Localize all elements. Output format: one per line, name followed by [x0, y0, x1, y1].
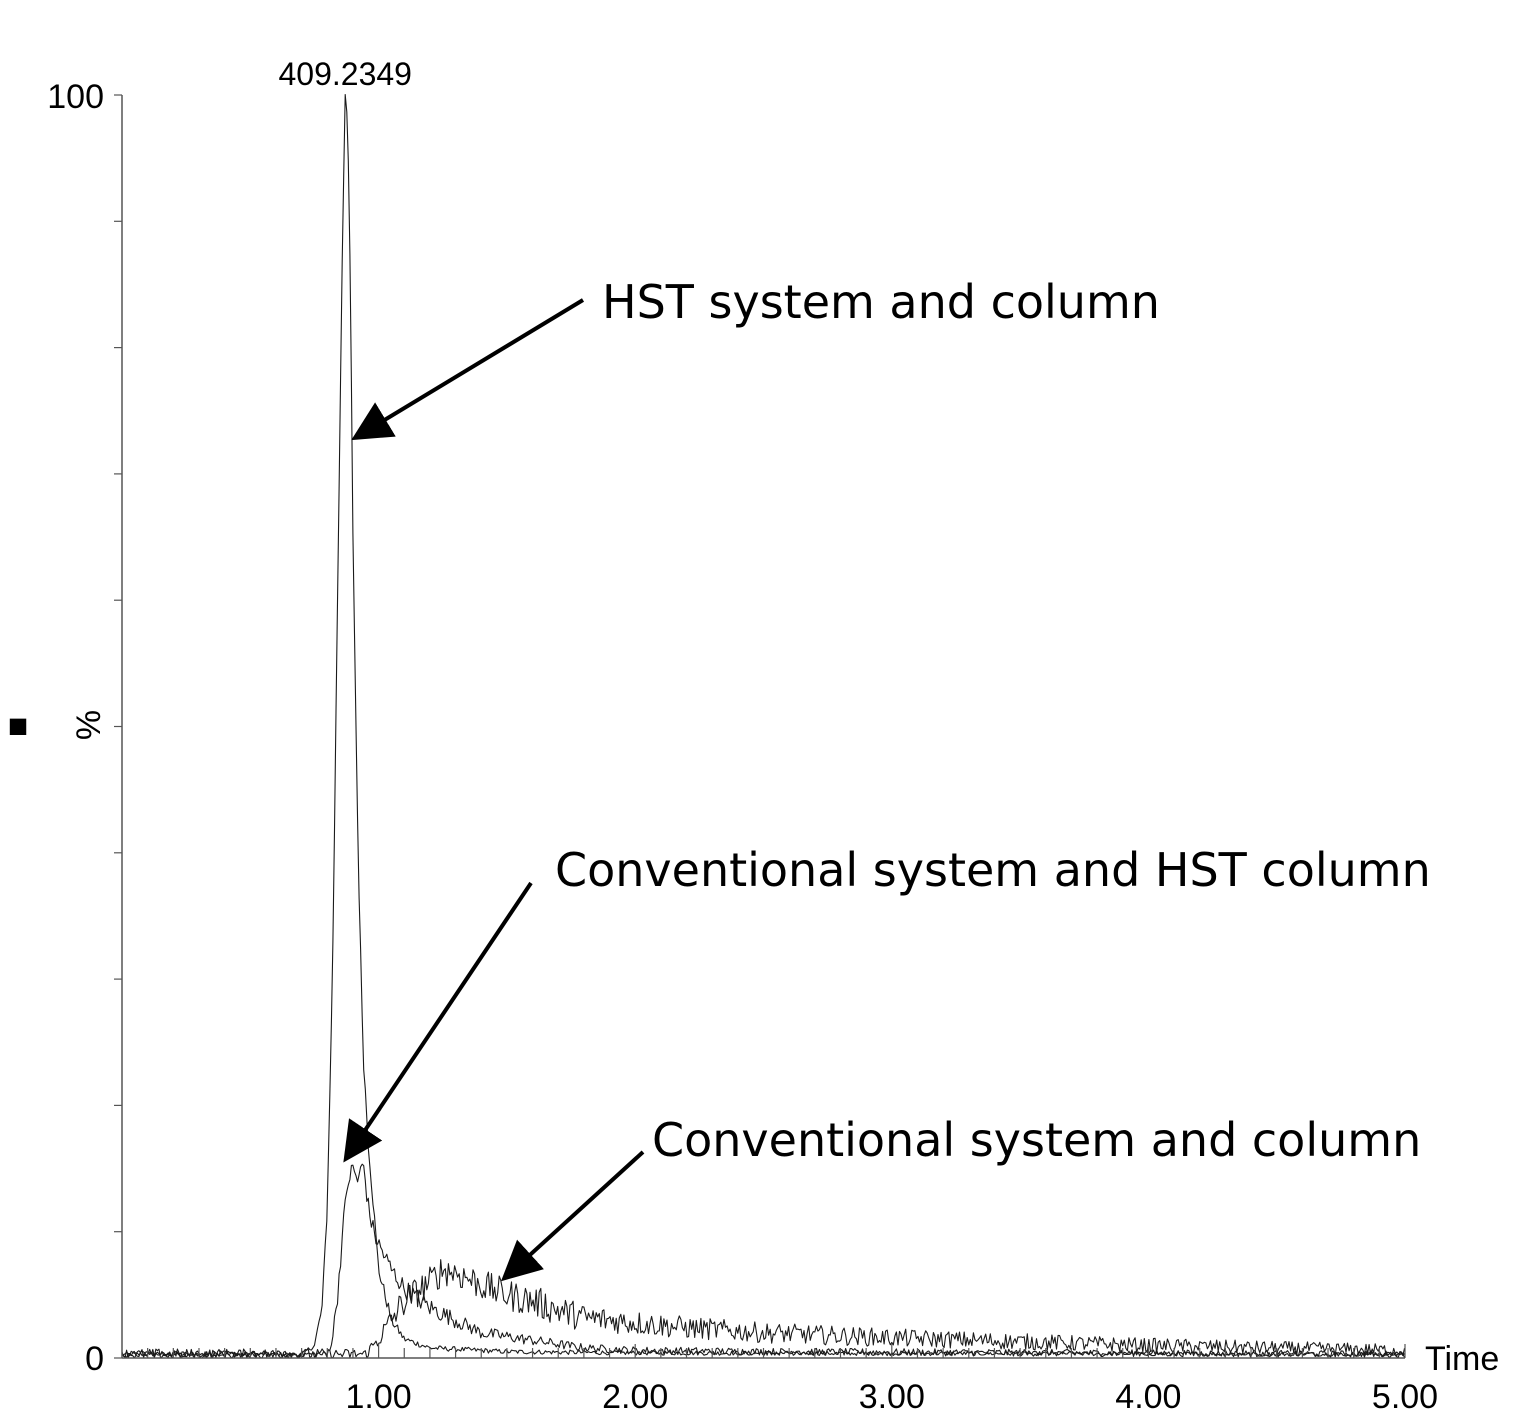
annotation-arrow-3: [500, 1150, 645, 1282]
y-axis-label: %: [70, 710, 108, 740]
ticks-layer: [114, 94, 1406, 1359]
annotation-conventional-system-and-column: Conventional system and column: [652, 1113, 1421, 1167]
x-tick-label-1.00: 1.00: [346, 1378, 412, 1416]
annotation-arrow-2: [343, 881, 533, 1163]
legend-marker: ■: [8, 707, 29, 745]
trace-series-3: [121, 1259, 1406, 1359]
x-tick-label-3.00: 3.00: [859, 1378, 925, 1416]
annotation-arrow-1: [351, 298, 585, 441]
x-tick-label-5.00: 5.00: [1372, 1378, 1438, 1416]
annotations-layer: HST system and column Conventional syste…: [343, 275, 1431, 1282]
labels-layer: 100 0 % ■ Time 409.2349 1.00 2.00 3.00 4.00…: [8, 56, 1500, 1416]
x-axis-label: Time: [1425, 1340, 1499, 1378]
x-tick-label-4.00: 4.00: [1115, 1378, 1181, 1416]
y-tick-label-100: 100: [47, 78, 104, 116]
annotation-conventional-system-hst-column: Conventional system and HST column: [555, 843, 1431, 897]
annotation-hst-system-and-column: HST system and column: [602, 275, 1160, 329]
trace-series-2: [121, 1163, 1406, 1359]
peak-label: 409.2349: [279, 56, 412, 92]
y-tick-label-0: 0: [85, 1340, 104, 1378]
x-tick-label-2.00: 2.00: [602, 1378, 668, 1416]
